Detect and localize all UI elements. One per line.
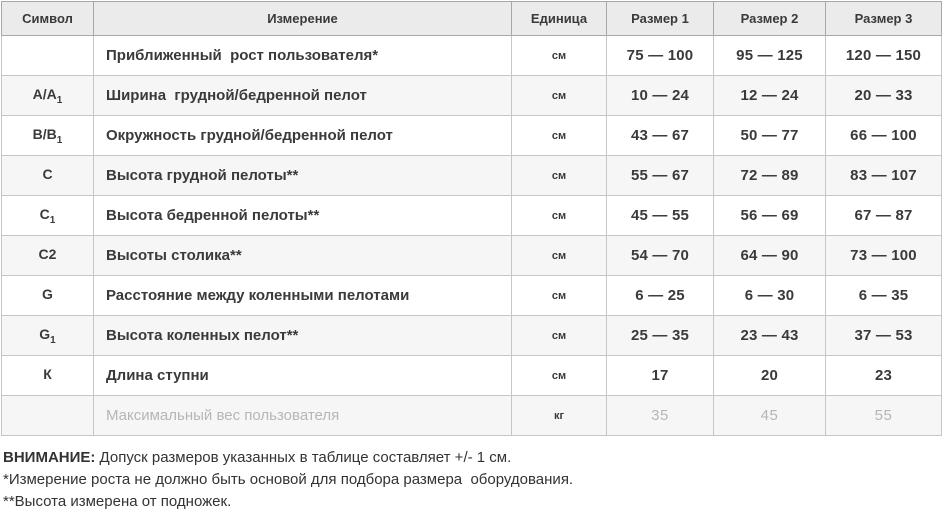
- footnote-height-measurement: *Измерение роста не должно быть основой …: [3, 471, 574, 488]
- size1-cell: 35: [606, 395, 714, 436]
- unit-cell: см: [511, 235, 607, 276]
- symbol-text: G: [42, 285, 53, 302]
- table-row-foot-length: К Длина ступни см 17 20 23: [1, 355, 942, 396]
- unit-cell: см: [511, 155, 607, 196]
- measurement-cell: Высоты столика**: [93, 235, 512, 276]
- measurement-cell: Приближенный рост пользователя*: [93, 35, 512, 76]
- symbol-subscript: 1: [56, 134, 63, 146]
- symbol-cell: А/А1: [1, 75, 94, 116]
- col-header-size2: Размер 2: [713, 1, 826, 36]
- size2-cell: 50 — 77: [713, 115, 826, 156]
- table-row-knee-pelot-distance: G Расстояние между коленными пелотами см…: [1, 275, 942, 316]
- size1-cell: 45 — 55: [606, 195, 714, 236]
- size3-cell: 120 — 150: [825, 35, 942, 76]
- table-row-pelot-width: А/А1 Ширина грудной/бедренной пелот см 1…: [1, 75, 942, 116]
- size1-cell: 25 — 35: [606, 315, 714, 356]
- symbol-text: С: [39, 205, 50, 222]
- unit-cell: см: [511, 195, 607, 236]
- warning-text: Допуск размеров указанных в таблице сост…: [95, 449, 512, 466]
- unit-cell: см: [511, 75, 607, 116]
- unit-cell: см: [511, 275, 607, 316]
- size2-cell: 20: [713, 355, 826, 396]
- footnotes: ВНИМАНИЕ: Допуск размеров указанных в та…: [3, 447, 942, 513]
- unit-cell: см: [511, 315, 607, 356]
- size2-cell: 64 — 90: [713, 235, 826, 276]
- table-row-tray-height: С2 Высоты столика** см 54 — 70 64 — 90 7…: [1, 235, 942, 276]
- header-row: Символ Измерение Единица Размер 1 Размер…: [1, 1, 942, 36]
- measurement-cell: Длина ступни: [93, 355, 512, 396]
- size2-cell: 56 — 69: [713, 195, 826, 236]
- warning-label: ВНИМАНИЕ:: [3, 449, 96, 466]
- measurement-cell: Высота коленных пелот**: [93, 315, 512, 356]
- unit-cell: см: [511, 115, 607, 156]
- size1-cell: 55 — 67: [606, 155, 714, 196]
- size1-cell: 54 — 70: [606, 235, 714, 276]
- col-header-measurement: Измерение: [93, 1, 512, 36]
- size3-cell: 55: [825, 395, 942, 436]
- size2-cell: 23 — 43: [713, 315, 826, 356]
- symbol-cell: С1: [1, 195, 94, 236]
- symbol-cell: G: [1, 275, 94, 316]
- symbol-cell: G1: [1, 315, 94, 356]
- col-header-symbol: Символ: [1, 1, 94, 36]
- table-row-pelot-circumference: В/В1 Окружность грудной/бедренной пелот …: [1, 115, 942, 156]
- symbol-subscript: 1: [49, 214, 56, 226]
- symbol-text: G: [39, 325, 51, 342]
- symbol-cell: [1, 395, 94, 436]
- size3-cell: 6 — 35: [825, 275, 942, 316]
- size3-cell: 67 — 87: [825, 195, 942, 236]
- measurement-cell: Максимальный вес пользователя: [93, 395, 512, 436]
- symbol-subscript: 1: [56, 94, 63, 106]
- col-header-size3: Размер 3: [825, 1, 942, 36]
- size3-cell: 37 — 53: [825, 315, 942, 356]
- size3-cell: 20 — 33: [825, 75, 942, 116]
- unit-cell: кг: [511, 395, 607, 436]
- measurement-cell: Высота грудной пелоты**: [93, 155, 512, 196]
- table-row-knee-pelot-height: G1 Высота коленных пелот** см 25 — 35 23…: [1, 315, 942, 356]
- size1-cell: 10 — 24: [606, 75, 714, 116]
- size1-cell: 17: [606, 355, 714, 396]
- table-row-chest-pelot-height: С Высота грудной пелоты** см 55 — 67 72 …: [1, 155, 942, 196]
- table-row-height: Приближенный рост пользователя* см 75 — …: [1, 35, 942, 76]
- symbol-cell: К: [1, 355, 94, 396]
- size3-cell: 73 — 100: [825, 235, 942, 276]
- symbol-subscript: 1: [50, 334, 56, 346]
- footnote-footrest: **Высота измерена от подножек.: [3, 493, 232, 510]
- measurement-cell: Расстояние между коленными пелотами: [93, 275, 512, 316]
- size1-cell: 43 — 67: [606, 115, 714, 156]
- size1-cell: 6 — 25: [606, 275, 714, 316]
- symbol-text: А/А: [32, 85, 57, 102]
- table-row-max-weight: Максимальный вес пользователя кг 35 45 5…: [1, 395, 942, 436]
- col-header-size1: Размер 1: [606, 1, 714, 36]
- symbol-cell: С: [1, 155, 94, 196]
- table-row-hip-pelot-height: С1 Высота бедренной пелоты** см 45 — 55 …: [1, 195, 942, 236]
- size2-cell: 45: [713, 395, 826, 436]
- symbol-cell: [1, 35, 94, 76]
- col-header-unit: Единица: [511, 1, 607, 36]
- size3-cell: 23: [825, 355, 942, 396]
- size3-cell: 83 — 107: [825, 155, 942, 196]
- symbol-cell: С2: [1, 235, 94, 276]
- size2-cell: 95 — 125: [713, 35, 826, 76]
- symbol-text: К: [43, 365, 52, 382]
- measurement-cell: Высота бедренной пелоты**: [93, 195, 512, 236]
- measurement-cell: Окружность грудной/бедренной пелот: [93, 115, 512, 156]
- symbol-text: С: [42, 165, 53, 182]
- size2-cell: 6 — 30: [713, 275, 826, 316]
- size2-cell: 72 — 89: [713, 155, 826, 196]
- size1-cell: 75 — 100: [606, 35, 714, 76]
- size3-cell: 66 — 100: [825, 115, 942, 156]
- symbol-text: В/В: [32, 125, 57, 142]
- unit-cell: см: [511, 35, 607, 76]
- unit-cell: см: [511, 355, 607, 396]
- size2-cell: 12 — 24: [713, 75, 826, 116]
- footnote-warning: ВНИМАНИЕ: Допуск размеров указанных в та…: [3, 447, 942, 469]
- symbol-text: С2: [38, 245, 57, 262]
- size-table: Символ Измерение Единица Размер 1 Размер…: [1, 1, 942, 436]
- measurement-cell: Ширина грудной/бедренной пелот: [93, 75, 512, 116]
- symbol-cell: В/В1: [1, 115, 94, 156]
